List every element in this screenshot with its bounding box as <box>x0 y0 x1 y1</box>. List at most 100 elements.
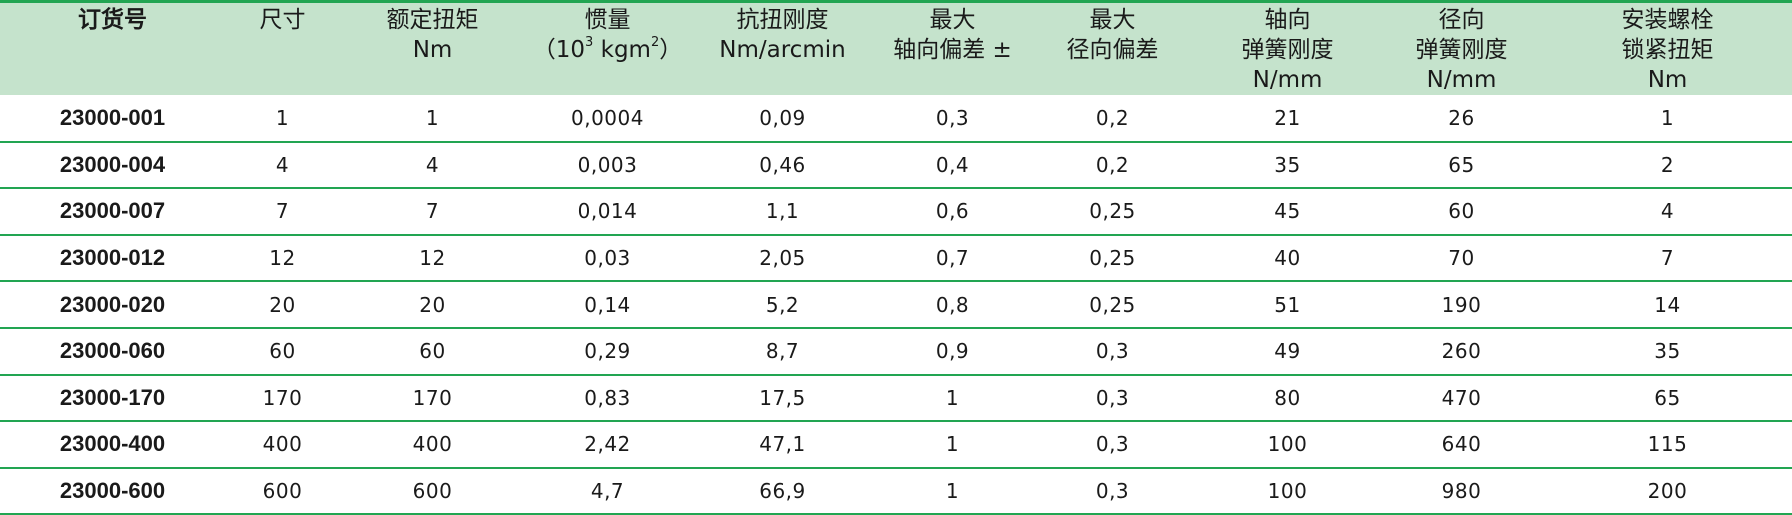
cell-radial-spring-stiffness: 26 <box>1380 95 1543 143</box>
cell-rated-torque: 20 <box>340 281 525 329</box>
cell-axial-spring-stiffness: 35 <box>1195 141 1380 190</box>
cell-rated-torque: 1 <box>340 95 525 143</box>
cell-torsional-stiffness: 0,46 <box>690 141 875 190</box>
inertia-unit-sup2: 2 <box>650 35 660 51</box>
inertia-unit-pre: （10 <box>532 37 586 63</box>
header-torsional-stiffness-line: 抗扭刚度 <box>736 7 829 33</box>
header-rated-torque-line: Nm <box>412 37 453 63</box>
table-row: 23000-004 4 4 0,003 0,46 0,4 0,2 35 65 2 <box>0 141 1792 190</box>
cell-inertia: 0,014 <box>525 188 690 236</box>
cell-torsional-stiffness: 1,1 <box>690 188 875 236</box>
header-inertia-unit: （103 kgm2） <box>525 35 690 65</box>
header-radial-spring-stiffness-line: 弹簧刚度 <box>1415 37 1508 63</box>
cell-bolt-tightening-torque: 14 <box>1543 281 1792 329</box>
table-row: 23000-007 7 7 0,014 1,1 0,6 0,25 45 60 4 <box>0 188 1792 236</box>
cell-radial-spring-stiffness: 190 <box>1380 281 1543 329</box>
cell-axial-spring-stiffness: 21 <box>1195 95 1380 143</box>
cell-max-radial-deviation: 0,2 <box>1030 141 1195 190</box>
cell-max-axial-deviation: 0,6 <box>875 188 1030 236</box>
cell-max-radial-deviation: 0,3 <box>1030 421 1195 469</box>
header-max-radial-deviation-line: 径向偏差 <box>1066 37 1159 63</box>
cell-bolt-tightening-torque: 4 <box>1543 188 1792 236</box>
cell-order-number: 23000-001 <box>0 95 225 143</box>
cell-size: 1 <box>225 95 340 143</box>
cell-size: 4 <box>225 141 340 190</box>
header-size-line: 尺寸 <box>259 7 306 33</box>
cell-inertia: 4,7 <box>525 467 690 515</box>
cell-max-radial-deviation: 0,3 <box>1030 467 1195 515</box>
cell-axial-spring-stiffness: 100 <box>1195 467 1380 515</box>
cell-max-axial-deviation: 0,7 <box>875 234 1030 283</box>
cell-rated-torque: 12 <box>340 234 525 283</box>
cell-max-axial-deviation: 0,3 <box>875 95 1030 143</box>
cell-radial-spring-stiffness: 640 <box>1380 421 1543 469</box>
cell-bolt-tightening-torque: 200 <box>1543 467 1792 515</box>
header-order-number-line: 订货号 <box>78 7 147 33</box>
table-row: 23000-020 20 20 0,14 5,2 0,8 0,25 51 190 14 <box>0 281 1792 329</box>
top-rule <box>0 0 1792 3</box>
cell-size: 20 <box>225 281 340 329</box>
cell-max-radial-deviation: 0,3 <box>1030 374 1195 423</box>
cell-size: 60 <box>225 327 340 376</box>
header-bolt-tightening-torque-line: 锁紧扭矩 <box>1621 37 1714 63</box>
header-max-radial-deviation-line: 最大 <box>1089 7 1136 33</box>
table-row: 23000-170 170 170 0,83 17,5 1 0,3 80 470 65 <box>0 374 1792 423</box>
cell-torsional-stiffness: 5,2 <box>690 281 875 329</box>
header-torsional-stiffness: 抗扭刚度 Nm/arcmin <box>690 3 875 95</box>
cell-rated-torque: 60 <box>340 327 525 376</box>
header-rated-torque-line: 额定扭矩 <box>386 7 479 33</box>
header-bolt-tightening-torque-line: 安装螺栓 <box>1621 7 1714 33</box>
cell-bolt-tightening-torque: 35 <box>1543 327 1792 376</box>
header-axial-spring-stiffness-line: 弹簧刚度 <box>1241 37 1334 63</box>
cell-torsional-stiffness: 17,5 <box>690 374 875 423</box>
cell-radial-spring-stiffness: 60 <box>1380 188 1543 236</box>
cell-size: 400 <box>225 421 340 469</box>
cell-axial-spring-stiffness: 49 <box>1195 327 1380 376</box>
table-header: 订货号 尺寸 额定扭矩 Nm 惯量 （103 kgm2） 抗扭刚度 Nm/arcmin 最大 轴向… <box>0 3 1792 95</box>
header-radial-spring-stiffness-line: 径向 <box>1438 7 1485 33</box>
cell-torsional-stiffness: 2,05 <box>690 234 875 283</box>
cell-max-axial-deviation: 0,4 <box>875 141 1030 190</box>
cell-torsional-stiffness: 66,9 <box>690 467 875 515</box>
cell-size: 7 <box>225 188 340 236</box>
cell-axial-spring-stiffness: 40 <box>1195 234 1380 283</box>
table-row: 23000-012 12 12 0,03 2,05 0,7 0,25 40 70 7 <box>0 234 1792 283</box>
header-max-radial-deviation: 最大 径向偏差 <box>1030 3 1195 95</box>
inertia-unit-post: ） <box>659 37 683 63</box>
table-row: 23000-400 400 400 2,42 47,1 1 0,3 100 640 115 <box>0 421 1792 469</box>
cell-inertia: 0,29 <box>525 327 690 376</box>
header-axial-spring-stiffness: 轴向 弹簧刚度 N/mm <box>1195 3 1380 95</box>
cell-radial-spring-stiffness: 470 <box>1380 374 1543 423</box>
cell-inertia: 0,003 <box>525 141 690 190</box>
cell-inertia: 0,03 <box>525 234 690 283</box>
cell-bolt-tightening-torque: 65 <box>1543 374 1792 423</box>
cell-max-axial-deviation: 1 <box>875 421 1030 469</box>
cell-radial-spring-stiffness: 70 <box>1380 234 1543 283</box>
cell-rated-torque: 4 <box>340 141 525 190</box>
cell-max-axial-deviation: 1 <box>875 467 1030 515</box>
cell-torsional-stiffness: 8,7 <box>690 327 875 376</box>
cell-inertia: 0,14 <box>525 281 690 329</box>
header-max-axial-deviation: 最大 轴向偏差 ± <box>875 3 1030 95</box>
cell-inertia: 0,0004 <box>525 95 690 143</box>
cell-bolt-tightening-torque: 2 <box>1543 141 1792 190</box>
cell-max-radial-deviation: 0,25 <box>1030 234 1195 283</box>
table-row: 23000-001 1 1 0,0004 0,09 0,3 0,2 21 26 1 <box>0 95 1792 143</box>
cell-order-number: 23000-012 <box>0 234 225 283</box>
cell-order-number: 23000-400 <box>0 421 225 469</box>
cell-size: 600 <box>225 467 340 515</box>
cell-order-number: 23000-060 <box>0 327 225 376</box>
header-axial-spring-stiffness-line: 轴向 <box>1264 7 1311 33</box>
cell-rated-torque: 170 <box>340 374 525 423</box>
header-row: 订货号 尺寸 额定扭矩 Nm 惯量 （103 kgm2） 抗扭刚度 Nm/arcmin 最大 轴向… <box>0 3 1792 95</box>
cell-axial-spring-stiffness: 100 <box>1195 421 1380 469</box>
cell-size: 170 <box>225 374 340 423</box>
table-row: 23000-060 60 60 0,29 8,7 0,9 0,3 49 260 35 <box>0 327 1792 376</box>
cell-axial-spring-stiffness: 51 <box>1195 281 1380 329</box>
cell-bolt-tightening-torque: 7 <box>1543 234 1792 283</box>
cell-order-number: 23000-007 <box>0 188 225 236</box>
cell-max-radial-deviation: 0,25 <box>1030 188 1195 236</box>
cell-torsional-stiffness: 47,1 <box>690 421 875 469</box>
cell-inertia: 2,42 <box>525 421 690 469</box>
